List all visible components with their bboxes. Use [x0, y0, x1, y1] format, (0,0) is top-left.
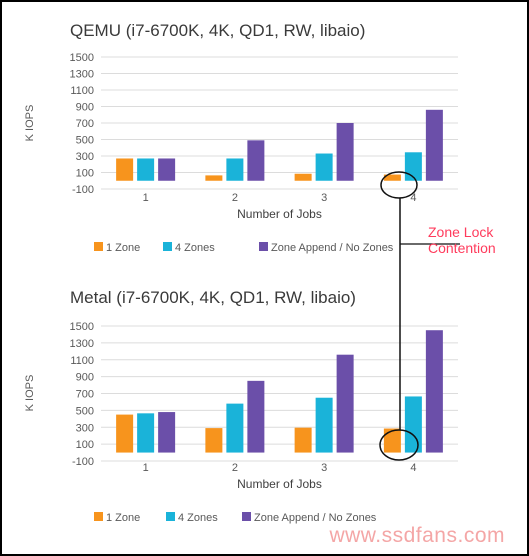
highlight-circle-bottom: [379, 429, 419, 461]
annotation-label-line2: Contention: [428, 240, 496, 256]
legend-label: 4 Zones: [178, 512, 218, 524]
x-axis-label: Number of Jobs: [237, 477, 322, 491]
bar: [383, 174, 401, 181]
x-tick-label: 2: [232, 462, 238, 474]
x-tick-label: 4: [410, 462, 416, 474]
legend-label: Zone Append / No Zones: [254, 512, 377, 524]
bar: [294, 427, 312, 453]
y-tick-label: 300: [76, 422, 94, 434]
x-tick-label: 3: [321, 462, 327, 474]
y-tick-label: 700: [76, 118, 94, 130]
y-tick-label: -100: [72, 456, 94, 468]
legend-swatch: [163, 242, 172, 251]
legend-swatch: [94, 242, 103, 251]
x-tick-label: 3: [321, 192, 327, 204]
bar: [315, 153, 333, 181]
bar: [226, 403, 244, 453]
bar: [226, 158, 244, 181]
bar: [116, 414, 134, 453]
legend-swatch: [166, 512, 175, 521]
bar: [425, 330, 443, 453]
highlight-circle-top: [380, 171, 418, 199]
legend-swatch: [94, 512, 103, 521]
bar: [383, 428, 401, 453]
y-tick-label: 900: [76, 372, 94, 384]
y-tick-label: 1100: [70, 355, 94, 367]
legend-label: 1 Zone: [106, 512, 140, 524]
y-tick-label: 1100: [70, 85, 94, 97]
chart-title: QEMU (i7-6700K, 4K, QD1, RW, libaio): [70, 21, 365, 40]
bar: [336, 123, 354, 181]
bar: [315, 397, 333, 453]
y-tick-label: 500: [76, 135, 94, 147]
metal-chart: Metal (i7-6700K, 4K, QD1, RW, libaio)150…: [24, 288, 458, 524]
x-tick-label: 1: [143, 462, 149, 474]
qemu-chart: QEMU (i7-6700K, 4K, QD1, RW, libaio)1500…: [24, 21, 458, 254]
legend-swatch: [242, 512, 251, 521]
legend-swatch: [259, 242, 268, 251]
bar: [404, 396, 422, 453]
y-tick-label: 1500: [70, 321, 94, 333]
y-tick-label: 300: [76, 151, 94, 163]
bar: [137, 413, 155, 453]
bar: [205, 175, 223, 181]
y-axis-label: K IOPS: [24, 105, 36, 142]
x-tick-label: 1: [143, 192, 149, 204]
y-tick-label: 700: [76, 389, 94, 401]
y-tick-label: 1500: [70, 52, 94, 64]
annotation-label-line1: Zone Lock: [428, 224, 494, 240]
y-tick-label: 1300: [70, 69, 94, 81]
bar: [247, 380, 265, 453]
x-tick-label: 2: [232, 192, 238, 204]
y-axis-label: K IOPS: [24, 375, 36, 412]
bar: [158, 158, 176, 181]
legend-label: 1 Zone: [106, 242, 140, 254]
bar: [158, 412, 176, 453]
x-tick-label: 4: [410, 192, 416, 204]
y-tick-label: 900: [76, 102, 94, 114]
y-tick-label: -100: [72, 184, 94, 196]
legend-label: 4 Zones: [175, 242, 215, 254]
bar: [294, 173, 312, 181]
y-tick-label: 100: [76, 439, 94, 451]
bar: [116, 158, 134, 181]
bar: [137, 158, 155, 181]
legend-label: Zone Append / No Zones: [271, 242, 394, 254]
bar: [205, 428, 223, 453]
y-tick-label: 100: [76, 168, 94, 180]
chart-title: Metal (i7-6700K, 4K, QD1, RW, libaio): [70, 288, 356, 307]
bar: [247, 140, 265, 181]
bar: [425, 109, 443, 181]
y-tick-label: 500: [76, 405, 94, 417]
bar: [336, 354, 354, 453]
y-tick-label: 1300: [70, 338, 94, 350]
x-axis-label: Number of Jobs: [237, 207, 322, 221]
watermark: www.ssdfans.com: [329, 524, 505, 547]
